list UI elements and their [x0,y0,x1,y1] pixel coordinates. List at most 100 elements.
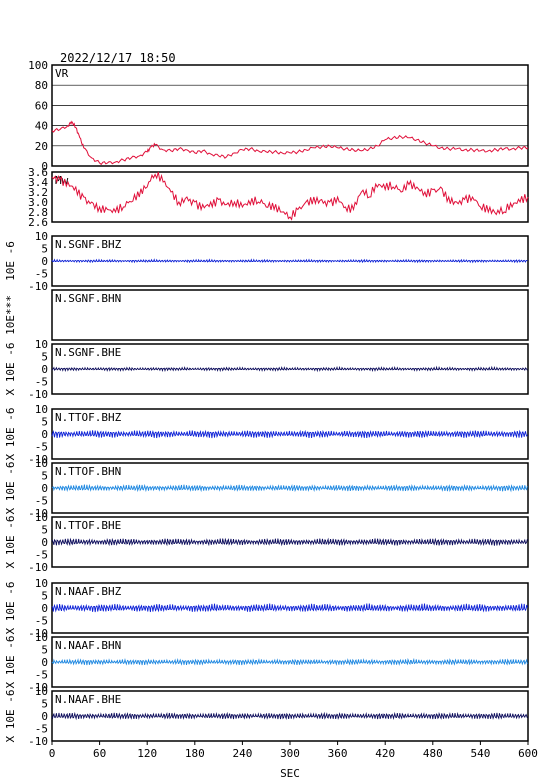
y-axis-unit-label: 10E -6 [4,241,17,281]
y-tick-label: 0 [41,710,48,723]
y-tick-label: 5 [41,590,48,603]
panel-frame [51,408,529,460]
y-axis-unit-label: X 10E -6 [4,343,17,396]
y-tick-label: 5 [41,243,48,256]
waveform-trace [51,711,528,721]
y-tick-label: 10 [35,511,48,524]
y-tick-label: 100 [28,59,48,72]
panel-frame [51,582,529,634]
waveform-trace [51,537,528,547]
y-tick-label: -5 [35,723,48,736]
y-tick-label: 60 [35,99,48,112]
x-tick-label: 420 [375,747,395,760]
y-tick-label: -10 [28,735,48,748]
y-axis-unit-label: X 10E -6 [4,516,17,569]
y-tick-label: 20 [35,140,48,153]
waveform-trace [51,429,528,439]
panel-frame [51,171,529,223]
panel-label: N.NAAF.BHZ [55,585,122,598]
y-tick-label: 5 [41,416,48,429]
y-tick-label: -10 [28,681,48,694]
y-tick-label: 0 [41,536,48,549]
y-tick-label: 10 [35,457,48,470]
y-tick-label: 10 [35,577,48,590]
y-tick-label: 5 [41,644,48,657]
panels-group: 020406080100VR3.63.43.23.02.82.6Mw1050-5… [4,59,529,748]
vr-series-line [51,120,529,166]
y-tick-label: -10 [28,627,48,640]
y-axis-unit-label: X 10E -6 [4,408,17,461]
y-tick-label: -5 [35,376,48,389]
y-tick-label: 3.6 [28,166,48,179]
y-tick-label: 3.0 [28,196,48,209]
y-tick-label: -10 [28,561,48,574]
y-tick-label: 40 [35,120,48,133]
y-tick-label: 0 [41,363,48,376]
x-tick-label: 600 [518,747,538,760]
x-tick-label: 240 [232,747,252,760]
x-tick-label: 60 [93,747,106,760]
y-tick-label: 0 [41,255,48,268]
y-tick-label: 2.8 [28,206,48,219]
panel-frame [51,462,529,514]
y-tick-label: -5 [35,615,48,628]
x-tick-label: 480 [423,747,443,760]
y-tick-label: 10 [35,230,48,243]
panel-label: N.NAAF.BHE [55,693,121,706]
y-tick-label: 0 [41,428,48,441]
panel-frame [51,64,529,167]
waveform-trace [51,365,528,373]
y-tick-label: 5 [41,524,48,537]
y-tick-label: -10 [28,388,48,401]
x-tick-label: 300 [280,747,300,760]
y-tick-label: 3.2 [28,186,48,199]
y-tick-label: -5 [35,268,48,281]
y-axis-unit-label: X 10E -6 [4,690,17,743]
y-axis-unit-label: X 10E -6 [4,636,17,689]
panel-label: N.SGNF.BHN [55,292,121,305]
waveform-trace [51,483,528,493]
panel-label: N.TTOF.BHZ [55,411,122,424]
waveform-trace [51,603,528,613]
y-tick-label: 5 [41,698,48,711]
y-tick-label: -10 [28,507,48,520]
y-tick-label: -5 [35,669,48,682]
panel-frame [51,516,529,568]
y-tick-label: 10 [35,685,48,698]
y-tick-label: -5 [35,495,48,508]
x-axis-label: SEC [280,767,300,780]
y-tick-label: -10 [28,280,48,293]
panel-frame [51,289,529,341]
waveform-trace [51,657,528,666]
x-tick-label: 540 [470,747,490,760]
panel-label: N.SGNF.BHE [55,346,121,359]
y-tick-label: 10 [35,403,48,416]
panel-label: N.SGNF.BHZ [55,238,122,251]
panel-label: N.NAAF.BHN [55,639,121,652]
y-tick-label: 0 [41,602,48,615]
y-axis-unit-label: 10E*** [4,295,17,335]
waveform-trace [51,258,528,264]
y-tick-label: -5 [35,549,48,562]
y-axis-unit-label: X 10E -6 [4,462,17,515]
y-tick-label: 5 [41,351,48,364]
y-tick-label: 80 [35,79,48,92]
panel-label: VR [55,67,69,80]
y-tick-label: 2.6 [28,216,48,229]
y-tick-label: 5 [41,470,48,483]
panel-label: N.TTOF.BHN [55,465,121,478]
y-tick-label: -5 [35,441,48,454]
x-tick-label: 120 [137,747,157,760]
y-tick-label: 0 [41,482,48,495]
mw-series-line [51,171,529,221]
y-tick-label: 0 [41,656,48,669]
timestamp-label: 2022/12/17 18:50 [60,51,176,65]
y-tick-label: 0 [41,160,48,173]
x-tick-label: 360 [328,747,348,760]
y-tick-label: 3.4 [28,176,48,189]
y-tick-label: 10 [35,631,48,644]
x-tick-label: 180 [185,747,205,760]
panel-frame [51,343,529,395]
panel-label: N.TTOF.BHE [55,519,121,532]
